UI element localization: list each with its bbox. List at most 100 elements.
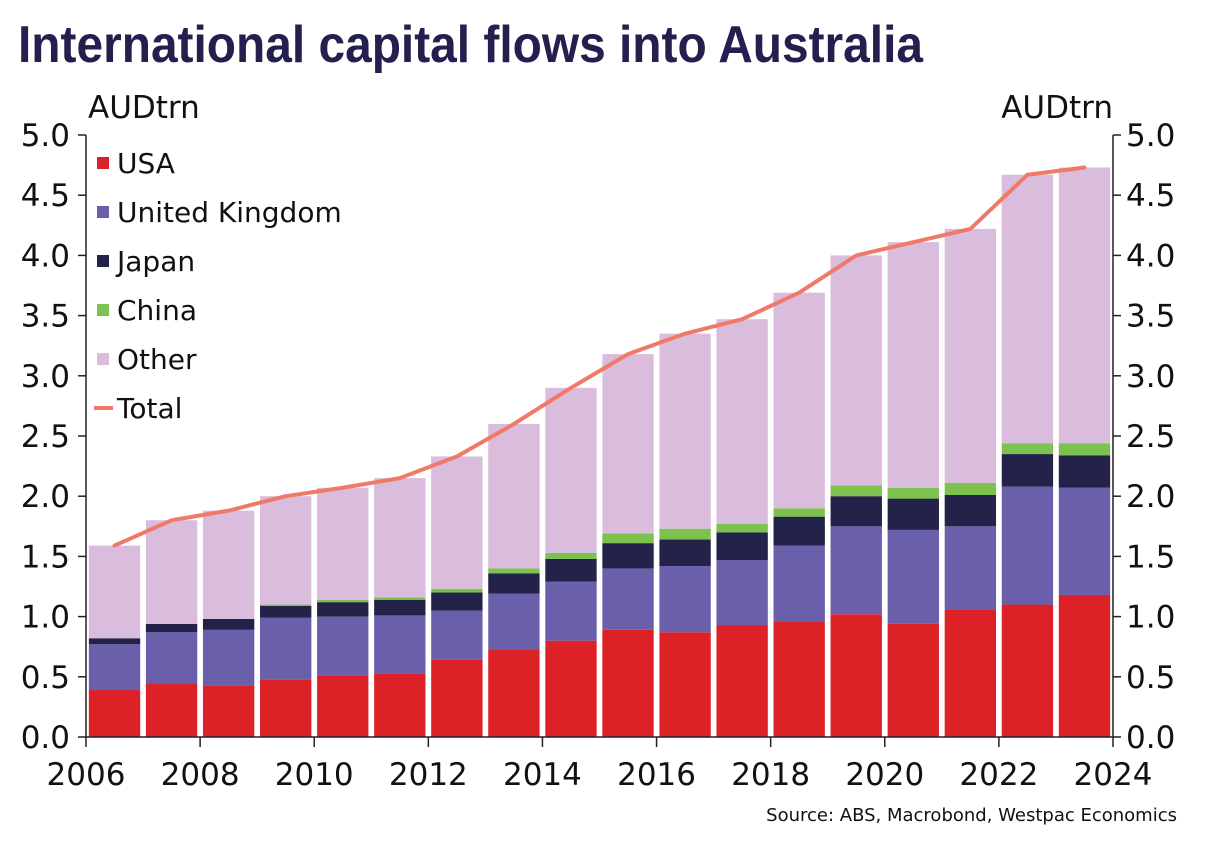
bar-china-2018 <box>773 508 825 517</box>
bar-other-2007 <box>145 520 198 624</box>
total-line-layer <box>112 165 1087 548</box>
bar-united-kingdom-2007 <box>145 632 198 685</box>
bar-other-2015 <box>602 354 654 534</box>
bar-usa-2019 <box>830 614 882 737</box>
bar-other-2017 <box>716 319 768 524</box>
bar-usa-2007 <box>145 684 198 737</box>
bar-usa-2014 <box>545 640 597 737</box>
bar-usa-2012 <box>431 659 483 737</box>
bar-japan-2009 <box>260 605 312 618</box>
y-tick-label-left-0.0: 0.0 <box>21 720 70 756</box>
bar-united-kingdom-2010 <box>317 616 369 676</box>
y-tick-label-right-2.0: 2.0 <box>1126 479 1175 515</box>
bar-china-2013 <box>488 568 540 574</box>
bar-united-kingdom-2013 <box>488 593 540 650</box>
y-axis-unit-left: AUDtrn <box>88 90 200 126</box>
y-axis-unit-right: AUDtrn <box>1001 90 1113 126</box>
bar-usa-2020 <box>887 623 939 737</box>
y-tick-label-right-1.5: 1.5 <box>1126 539 1175 575</box>
bar-china-2010 <box>317 599 369 603</box>
bar-united-kingdom-2008 <box>202 629 255 686</box>
bar-usa-2017 <box>716 625 768 737</box>
y-tick-label-right-5.0: 5.0 <box>1126 118 1175 154</box>
bar-usa-2008 <box>202 685 255 737</box>
legend-label-japan: Japan <box>115 245 195 278</box>
legend-label-other: Other <box>117 343 197 376</box>
legend-label-united-kingdom: United Kingdom <box>117 196 342 229</box>
bar-usa-2013 <box>488 649 540 737</box>
bar-japan-2017 <box>716 532 768 561</box>
bar-china-2019 <box>830 485 882 497</box>
legend-swatch-other <box>97 353 109 365</box>
bar-united-kingdom-2016 <box>659 566 711 633</box>
x-tick-label-2016: 2016 <box>617 757 696 793</box>
bar-china-2023 <box>1058 443 1111 456</box>
chart-title: International capital flows into Austral… <box>18 16 924 74</box>
legend-swatch-japan <box>97 255 109 267</box>
y-tick-label-right-2.5: 2.5 <box>1126 419 1175 455</box>
x-tick-label-2006: 2006 <box>47 757 126 793</box>
legend: USA United Kingdom Japan China Other Total <box>94 147 342 425</box>
bar-usa-2011 <box>374 673 426 737</box>
bar-usa-2023 <box>1058 594 1111 737</box>
y-tick-label-right-3.0: 3.0 <box>1126 359 1175 395</box>
y-tick-label-left-4.0: 4.0 <box>21 238 70 274</box>
axes-layer: 0.0 0.0 0.5 0.5 1.0 1.0 1.5 1.5 2.0 2.0 2.5 2.5 3.0 3… <box>21 118 1176 793</box>
bar-united-kingdom-2006 <box>88 644 141 691</box>
bar-other-2018 <box>773 292 825 509</box>
bar-other-2013 <box>488 423 540 569</box>
bar-usa-2015 <box>602 629 654 737</box>
bar-united-kingdom-2011 <box>374 615 426 674</box>
bar-usa-2018 <box>773 621 825 737</box>
x-tick-label-2012: 2012 <box>389 757 468 793</box>
bar-japan-2014 <box>545 558 597 582</box>
bar-japan-2007 <box>145 623 198 633</box>
legend-label-china: China <box>117 294 197 327</box>
bar-other-2011 <box>374 478 426 598</box>
bar-japan-2006 <box>88 638 141 645</box>
bar-china-2021 <box>944 482 997 495</box>
bar-other-2016 <box>659 333 711 529</box>
bar-japan-2011 <box>374 599 426 616</box>
bar-other-2014 <box>545 387 597 553</box>
bar-united-kingdom-2012 <box>431 610 483 660</box>
legend-swatch-usa <box>97 157 109 169</box>
y-tick-label-left-2.5: 2.5 <box>21 419 70 455</box>
x-tick-label-2008: 2008 <box>161 757 240 793</box>
bar-united-kingdom-2020 <box>887 529 939 624</box>
legend-swatch-china <box>97 304 109 316</box>
bar-united-kingdom-2018 <box>773 545 825 622</box>
bar-china-2015 <box>602 533 654 544</box>
y-tick-label-left-1.5: 1.5 <box>21 539 70 575</box>
y-tick-label-left-0.5: 0.5 <box>21 660 70 696</box>
bar-united-kingdom-2015 <box>602 568 654 630</box>
bar-japan-2013 <box>488 573 540 594</box>
bar-japan-2018 <box>773 516 825 546</box>
y-tick-label-left-3.0: 3.0 <box>21 359 70 395</box>
y-tick-label-right-3.5: 3.5 <box>1126 299 1175 335</box>
bar-usa-2021 <box>944 609 997 737</box>
bar-china-2016 <box>659 528 711 540</box>
bar-other-2023 <box>1058 167 1111 444</box>
bar-united-kingdom-2014 <box>545 581 597 641</box>
bar-other-2019 <box>830 255 882 486</box>
bar-china-2017 <box>716 523 768 533</box>
bar-usa-2010 <box>317 675 369 737</box>
bar-usa-2006 <box>88 690 141 737</box>
bar-japan-2016 <box>659 539 711 567</box>
bar-china-2009 <box>260 604 312 606</box>
y-tick-label-left-4.5: 4.5 <box>21 178 70 214</box>
bar-other-2008 <box>202 510 255 620</box>
y-tick-label-right-0.0: 0.0 <box>1126 720 1175 756</box>
x-tick-label-2020: 2020 <box>845 757 924 793</box>
bar-china-2020 <box>887 487 939 499</box>
bar-other-2012 <box>431 456 483 589</box>
x-tick-label-2018: 2018 <box>731 757 810 793</box>
y-tick-label-right-0.5: 0.5 <box>1126 660 1175 696</box>
bar-other-2021 <box>944 228 997 483</box>
y-tick-label-left-2.0: 2.0 <box>21 479 70 515</box>
source-note: Source: ABS, Macrobond, Westpac Economic… <box>766 805 1177 826</box>
bar-japan-2021 <box>944 495 997 527</box>
